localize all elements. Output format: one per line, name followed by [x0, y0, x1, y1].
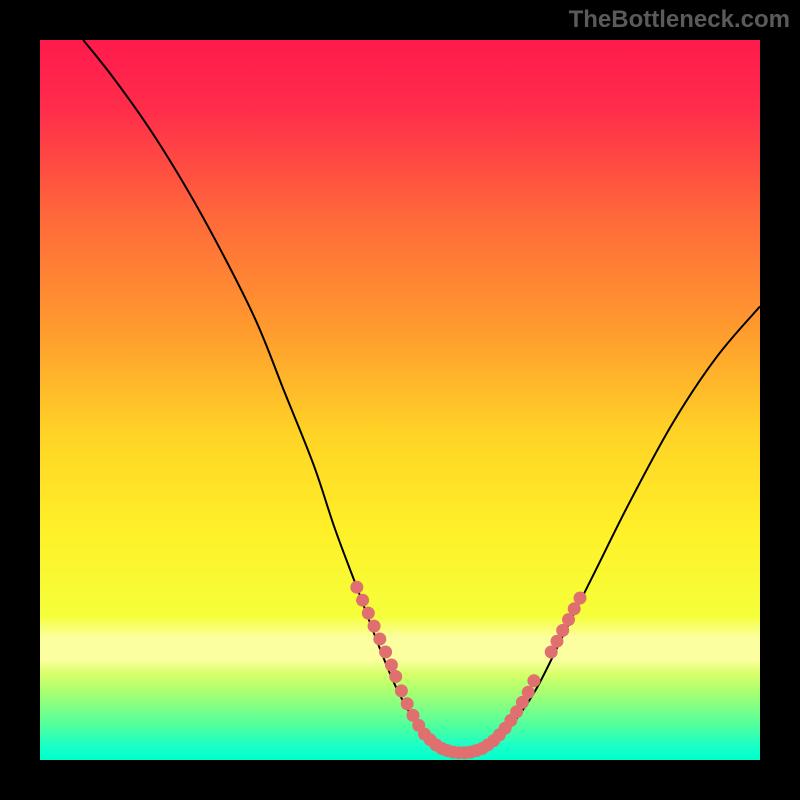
curve-marker: [373, 633, 386, 646]
plot-area: [40, 40, 760, 760]
curve-marker: [350, 581, 363, 594]
curve-marker: [389, 670, 402, 683]
curve-marker: [522, 686, 535, 699]
bottleneck-chart-svg: [0, 0, 800, 800]
curve-marker: [368, 620, 381, 633]
watermark-text: TheBottleneck.com: [569, 6, 790, 34]
curve-marker: [401, 697, 414, 710]
curve-marker: [379, 646, 392, 659]
curve-marker: [385, 659, 398, 672]
curve-marker: [574, 592, 587, 605]
curve-marker: [527, 674, 540, 687]
chart-stage: TheBottleneck.com: [0, 0, 800, 800]
curve-marker: [362, 607, 375, 620]
curve-marker: [395, 684, 408, 697]
curve-marker: [356, 594, 369, 607]
